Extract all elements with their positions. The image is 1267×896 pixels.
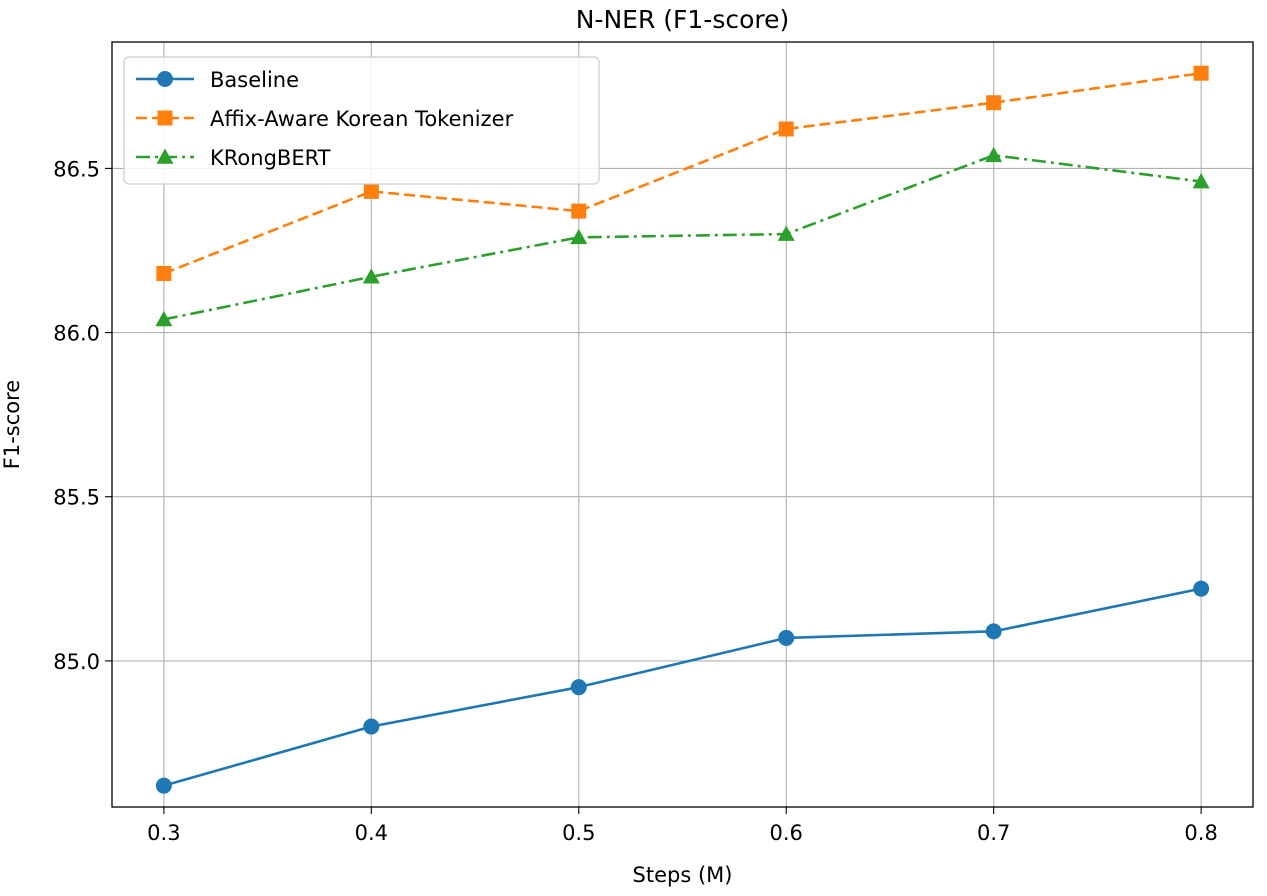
legend-label: Baseline xyxy=(210,68,299,92)
data-point xyxy=(1192,173,1210,189)
series-3 xyxy=(155,146,1210,327)
axis-ticks: 0.3 0.4 0.5 0.6 0.7 0.8 85.0 85.5 86.0 86.5 xyxy=(53,157,1218,845)
data-point xyxy=(986,95,1002,111)
legend-label: Affix-Aware Korean Tokenizer xyxy=(210,107,514,131)
y-tick-label: 86.0 xyxy=(53,322,100,346)
x-tick-label: 0.8 xyxy=(1184,821,1217,845)
data-point xyxy=(777,225,795,241)
data-point xyxy=(985,623,1002,640)
y-tick-label: 85.5 xyxy=(53,486,100,510)
series-group xyxy=(155,65,1210,794)
legend-items: Baseline Affix-Aware Korean Tokenizer KRon… xyxy=(136,68,514,170)
y-tick-label: 86.5 xyxy=(53,157,100,181)
y-axis-label: F1-score xyxy=(0,380,24,469)
series-line xyxy=(163,71,1202,275)
data-point xyxy=(571,203,587,219)
data-point xyxy=(156,265,172,281)
series-2 xyxy=(156,65,1209,281)
legend-box xyxy=(123,56,600,185)
data-point xyxy=(1193,580,1210,597)
data-point xyxy=(985,146,1003,163)
legend: Baseline Affix-Aware Korean Tokenizer KRon… xyxy=(123,56,600,185)
data-point xyxy=(155,310,173,327)
series-line xyxy=(163,587,1202,787)
data-point xyxy=(362,268,380,284)
data-point xyxy=(363,718,380,735)
chart-title: N-NER (F1-score) xyxy=(576,5,790,34)
data-point xyxy=(363,183,379,199)
x-tick-label: 0.3 xyxy=(147,821,180,845)
data-point xyxy=(778,629,795,646)
x-tick-label: 0.5 xyxy=(562,821,595,845)
legend-marker xyxy=(157,71,173,87)
plot-frame xyxy=(111,41,1254,808)
x-tick-label: 0.6 xyxy=(770,821,803,845)
data-point xyxy=(1193,65,1209,81)
data-point xyxy=(155,777,172,794)
legend-marker xyxy=(156,148,174,164)
x-tick-label: 0.7 xyxy=(977,821,1010,845)
series-line xyxy=(163,153,1202,321)
data-point xyxy=(778,121,794,137)
x-axis-label: Steps (M) xyxy=(633,863,733,887)
series-1 xyxy=(155,580,1210,794)
data-point xyxy=(570,679,587,696)
data-point xyxy=(570,228,588,245)
y-tick-label: 85.0 xyxy=(53,650,100,674)
legend-marker xyxy=(157,110,173,126)
legend-label: KRongBERT xyxy=(210,146,331,170)
x-tick-label: 0.4 xyxy=(355,821,388,845)
